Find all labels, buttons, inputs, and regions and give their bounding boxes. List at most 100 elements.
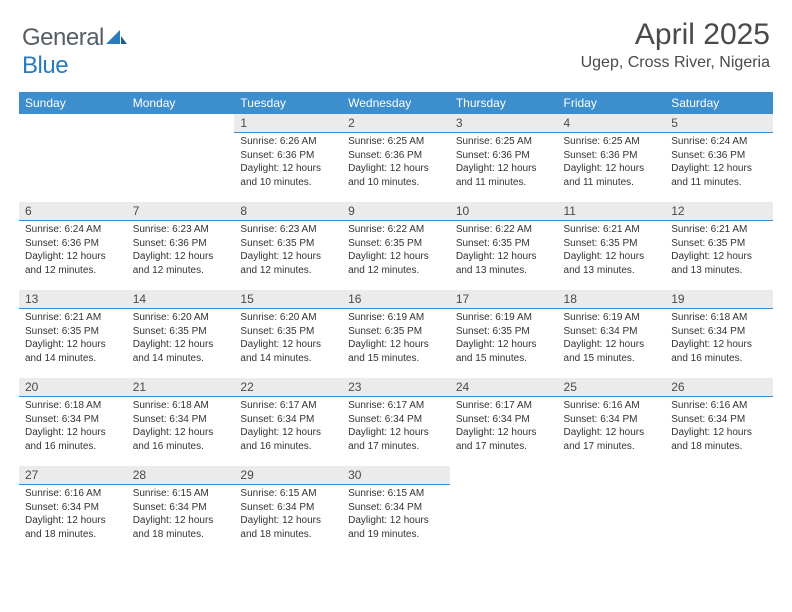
sunset-text: Sunset: 6:36 PM: [456, 149, 552, 163]
location-text: Ugep, Cross River, Nigeria: [581, 54, 770, 72]
sunrise-text: Sunrise: 6:15 AM: [348, 487, 444, 501]
daylight-text: Daylight: 12 hours and 13 minutes.: [671, 250, 767, 277]
day-details: Sunrise: 6:17 AMSunset: 6:34 PMDaylight:…: [342, 397, 450, 457]
sunset-text: Sunset: 6:34 PM: [240, 413, 336, 427]
calendar-day-cell: 14Sunrise: 6:20 AMSunset: 6:35 PMDayligh…: [127, 290, 235, 378]
sail-icon: [106, 24, 128, 52]
sunset-text: Sunset: 6:34 PM: [671, 413, 767, 427]
calendar-day-cell: 25Sunrise: 6:16 AMSunset: 6:34 PMDayligh…: [558, 378, 666, 466]
daylight-text: Daylight: 12 hours and 16 minutes.: [240, 426, 336, 453]
day-details: Sunrise: 6:25 AMSunset: 6:36 PMDaylight:…: [558, 133, 666, 193]
calendar-header-row: Sunday Monday Tuesday Wednesday Thursday…: [19, 92, 773, 114]
day-number: 7: [127, 202, 235, 221]
day-number: 26: [665, 378, 773, 397]
sunrise-text: Sunrise: 6:19 AM: [564, 311, 660, 325]
day-number: 25: [558, 378, 666, 397]
calendar-week-row: 27Sunrise: 6:16 AMSunset: 6:34 PMDayligh…: [19, 466, 773, 554]
sunrise-text: Sunrise: 6:22 AM: [348, 223, 444, 237]
calendar-table: Sunday Monday Tuesday Wednesday Thursday…: [19, 92, 773, 554]
sunset-text: Sunset: 6:36 PM: [25, 237, 121, 251]
sunset-text: Sunset: 6:35 PM: [671, 237, 767, 251]
sunrise-text: Sunrise: 6:26 AM: [240, 135, 336, 149]
sunrise-text: Sunrise: 6:22 AM: [456, 223, 552, 237]
sunset-text: Sunset: 6:34 PM: [348, 501, 444, 515]
sunset-text: Sunset: 6:34 PM: [348, 413, 444, 427]
day-number: 24: [450, 378, 558, 397]
calendar-day-cell: 6Sunrise: 6:24 AMSunset: 6:36 PMDaylight…: [19, 202, 127, 290]
calendar-day-cell: 1Sunrise: 6:26 AMSunset: 6:36 PMDaylight…: [234, 114, 342, 202]
daylight-text: Daylight: 12 hours and 15 minutes.: [564, 338, 660, 365]
daylight-text: Daylight: 12 hours and 12 minutes.: [240, 250, 336, 277]
daylight-text: Daylight: 12 hours and 17 minutes.: [564, 426, 660, 453]
day-details: Sunrise: 6:20 AMSunset: 6:35 PMDaylight:…: [234, 309, 342, 369]
calendar-day-cell: 12Sunrise: 6:21 AMSunset: 6:35 PMDayligh…: [665, 202, 773, 290]
calendar-day-cell: 28Sunrise: 6:15 AMSunset: 6:34 PMDayligh…: [127, 466, 235, 554]
sunrise-text: Sunrise: 6:20 AM: [240, 311, 336, 325]
daylight-text: Daylight: 12 hours and 18 minutes.: [25, 514, 121, 541]
day-number: 12: [665, 202, 773, 221]
sunrise-text: Sunrise: 6:15 AM: [133, 487, 229, 501]
day-details: Sunrise: 6:25 AMSunset: 6:36 PMDaylight:…: [450, 133, 558, 193]
sunset-text: Sunset: 6:36 PM: [671, 149, 767, 163]
sunrise-text: Sunrise: 6:25 AM: [348, 135, 444, 149]
day-details: Sunrise: 6:18 AMSunset: 6:34 PMDaylight:…: [665, 309, 773, 369]
calendar-day-cell: 29Sunrise: 6:15 AMSunset: 6:34 PMDayligh…: [234, 466, 342, 554]
daylight-text: Daylight: 12 hours and 10 minutes.: [240, 162, 336, 189]
day-number: 10: [450, 202, 558, 221]
day-number: 4: [558, 114, 666, 133]
calendar-day-cell: [127, 114, 235, 202]
sunrise-text: Sunrise: 6:24 AM: [671, 135, 767, 149]
daylight-text: Daylight: 12 hours and 11 minutes.: [564, 162, 660, 189]
sunrise-text: Sunrise: 6:23 AM: [133, 223, 229, 237]
day-number: 29: [234, 466, 342, 485]
calendar-week-row: 1Sunrise: 6:26 AMSunset: 6:36 PMDaylight…: [19, 114, 773, 202]
daylight-text: Daylight: 12 hours and 19 minutes.: [348, 514, 444, 541]
calendar-day-cell: 23Sunrise: 6:17 AMSunset: 6:34 PMDayligh…: [342, 378, 450, 466]
sunset-text: Sunset: 6:34 PM: [25, 413, 121, 427]
brand-name-a: General: [22, 24, 104, 51]
day-number: 16: [342, 290, 450, 309]
title-block: April 2025 Ugep, Cross River, Nigeria: [581, 18, 770, 72]
weekday-header: Thursday: [450, 92, 558, 114]
day-details: Sunrise: 6:17 AMSunset: 6:34 PMDaylight:…: [450, 397, 558, 457]
day-number: 28: [127, 466, 235, 485]
day-details: Sunrise: 6:19 AMSunset: 6:35 PMDaylight:…: [342, 309, 450, 369]
sunrise-text: Sunrise: 6:17 AM: [456, 399, 552, 413]
sunset-text: Sunset: 6:36 PM: [348, 149, 444, 163]
sunrise-text: Sunrise: 6:17 AM: [348, 399, 444, 413]
day-number: 27: [19, 466, 127, 485]
sunrise-text: Sunrise: 6:24 AM: [25, 223, 121, 237]
day-number: 30: [342, 466, 450, 485]
weekday-header: Saturday: [665, 92, 773, 114]
sunset-text: Sunset: 6:35 PM: [456, 237, 552, 251]
calendar-body: 1Sunrise: 6:26 AMSunset: 6:36 PMDaylight…: [19, 114, 773, 554]
sunset-text: Sunset: 6:34 PM: [133, 413, 229, 427]
weekday-header: Monday: [127, 92, 235, 114]
sunrise-text: Sunrise: 6:18 AM: [25, 399, 121, 413]
daylight-text: Daylight: 12 hours and 15 minutes.: [348, 338, 444, 365]
day-number: 6: [19, 202, 127, 221]
calendar-day-cell: 22Sunrise: 6:17 AMSunset: 6:34 PMDayligh…: [234, 378, 342, 466]
day-number: 14: [127, 290, 235, 309]
day-details: Sunrise: 6:23 AMSunset: 6:35 PMDaylight:…: [234, 221, 342, 281]
day-number: 19: [665, 290, 773, 309]
daylight-text: Daylight: 12 hours and 12 minutes.: [25, 250, 121, 277]
day-details: Sunrise: 6:20 AMSunset: 6:35 PMDaylight:…: [127, 309, 235, 369]
sunrise-text: Sunrise: 6:25 AM: [456, 135, 552, 149]
day-details: Sunrise: 6:18 AMSunset: 6:34 PMDaylight:…: [127, 397, 235, 457]
sunrise-text: Sunrise: 6:23 AM: [240, 223, 336, 237]
month-title: April 2025: [581, 18, 770, 52]
day-details: Sunrise: 6:15 AMSunset: 6:34 PMDaylight:…: [234, 485, 342, 545]
day-details: Sunrise: 6:24 AMSunset: 6:36 PMDaylight:…: [19, 221, 127, 281]
day-number: 21: [127, 378, 235, 397]
day-number: 5: [665, 114, 773, 133]
calendar-week-row: 13Sunrise: 6:21 AMSunset: 6:35 PMDayligh…: [19, 290, 773, 378]
daylight-text: Daylight: 12 hours and 14 minutes.: [25, 338, 121, 365]
calendar-day-cell: 15Sunrise: 6:20 AMSunset: 6:35 PMDayligh…: [234, 290, 342, 378]
sunset-text: Sunset: 6:35 PM: [240, 325, 336, 339]
calendar-day-cell: 17Sunrise: 6:19 AMSunset: 6:35 PMDayligh…: [450, 290, 558, 378]
day-details: Sunrise: 6:19 AMSunset: 6:35 PMDaylight:…: [450, 309, 558, 369]
daylight-text: Daylight: 12 hours and 12 minutes.: [348, 250, 444, 277]
calendar-day-cell: 9Sunrise: 6:22 AMSunset: 6:35 PMDaylight…: [342, 202, 450, 290]
daylight-text: Daylight: 12 hours and 18 minutes.: [133, 514, 229, 541]
